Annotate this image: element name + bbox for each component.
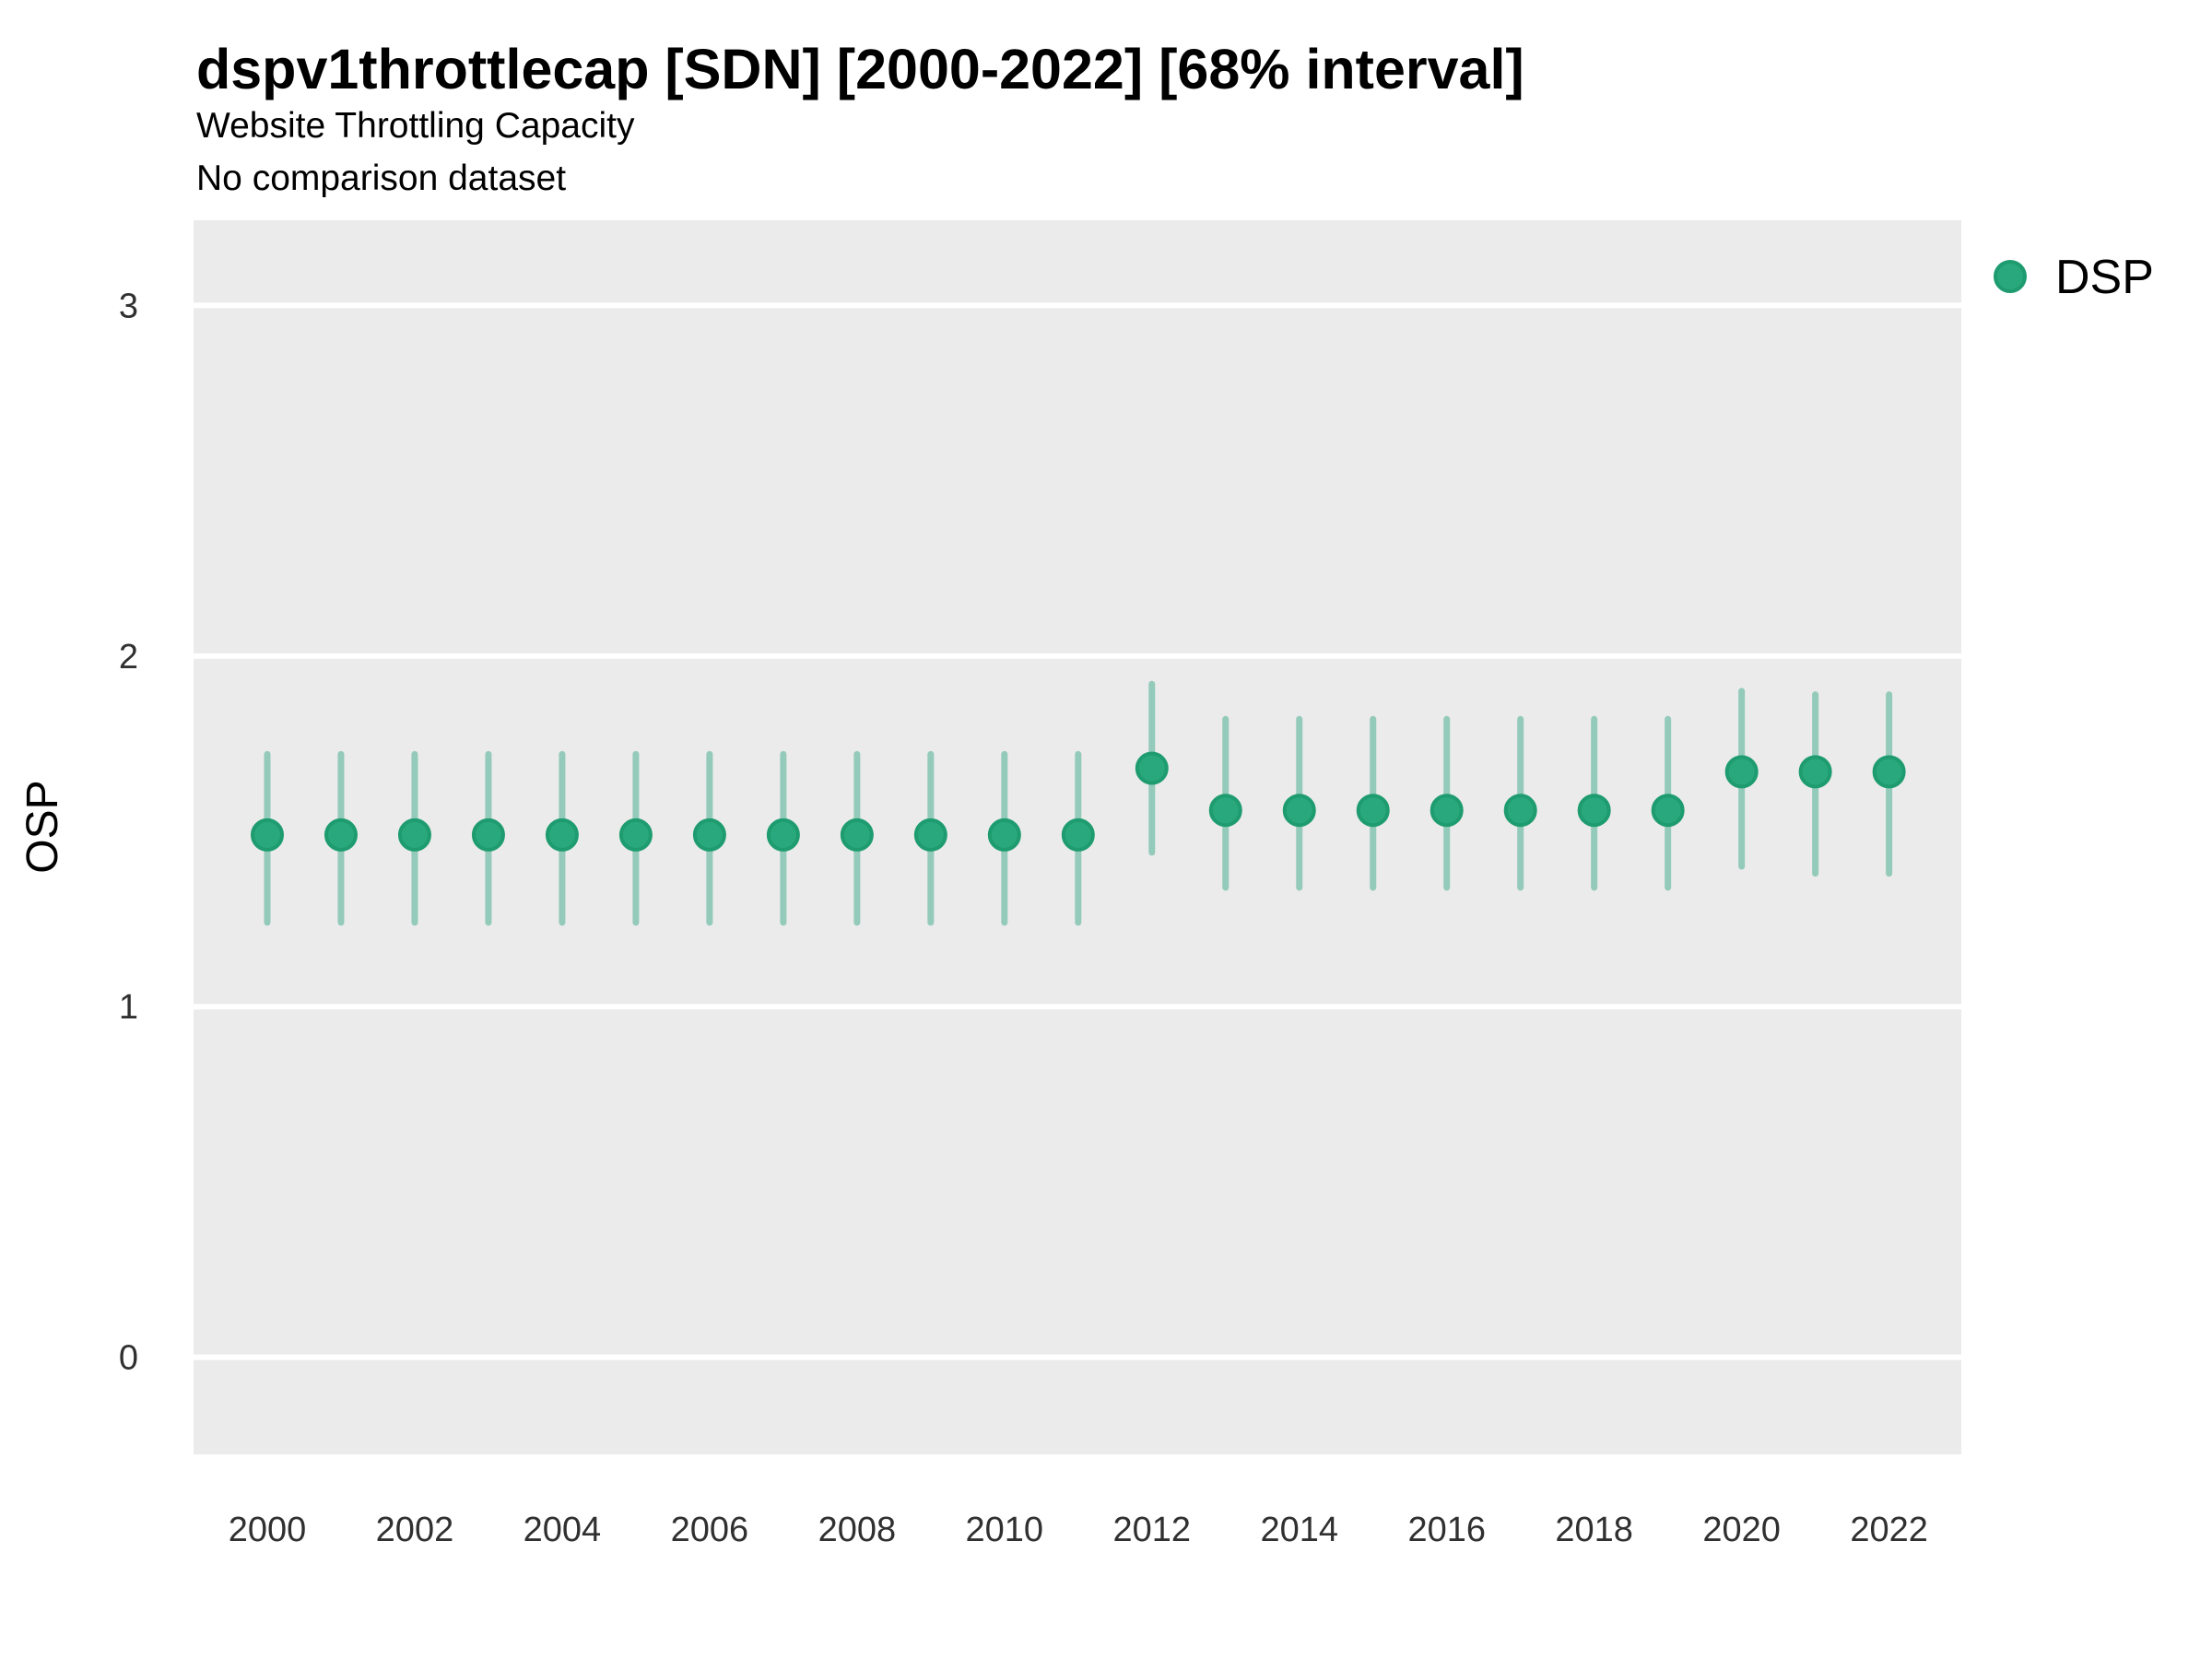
legend-label: DSP: [2055, 251, 2154, 304]
x-tick-label: 2020: [1702, 1511, 1781, 1549]
chart-caption: No comparison dataset: [196, 159, 566, 198]
x-tick-label: 2002: [376, 1511, 454, 1549]
data-point: [545, 818, 579, 852]
data-point: [1503, 794, 1537, 828]
x-tick-label: 2018: [1555, 1511, 1633, 1549]
y-tick-label: 1: [119, 988, 138, 1027]
data-point: [618, 818, 653, 852]
data-point: [1135, 751, 1169, 785]
data-point: [471, 818, 505, 852]
data-point: [1282, 794, 1316, 828]
chart-subtitle: Website Throttling Capacity: [196, 106, 635, 146]
data-point: [1061, 818, 1095, 852]
y-tick-label: 3: [119, 287, 138, 325]
x-tick-label: 2010: [966, 1511, 1044, 1549]
data-point: [1356, 794, 1390, 828]
x-tick-label: 2016: [1407, 1511, 1486, 1549]
data-series-layer: [250, 680, 1906, 926]
data-point: [987, 818, 1021, 852]
y-axis-title: OSP: [18, 780, 67, 873]
data-point: [397, 818, 431, 852]
data-point: [250, 818, 284, 852]
data-point: [324, 818, 358, 852]
legend-dot-icon: [1994, 260, 2027, 293]
y-tick-label: 2: [119, 638, 138, 677]
x-tick-label: 2008: [818, 1511, 897, 1549]
data-point: [1872, 755, 1906, 789]
x-tick-label: 2004: [524, 1511, 602, 1549]
x-tick-label: 2014: [1260, 1511, 1338, 1549]
data-point: [840, 818, 874, 852]
x-tick-label: 2012: [1113, 1511, 1192, 1549]
axis-tick-labels: 0 1 2 3 2000 2002 2004 2006 2008 2010 2012 2014 2016…: [119, 287, 1928, 1549]
data-point: [1798, 755, 1832, 789]
data-point: [1577, 794, 1611, 828]
x-tick-label: 2022: [1850, 1511, 1928, 1549]
x-tick-label: 2006: [671, 1511, 749, 1549]
data-point: [913, 818, 947, 852]
data-point: [692, 818, 726, 852]
data-point: [1651, 794, 1685, 828]
data-point: [1724, 755, 1759, 789]
data-point: [1208, 794, 1242, 828]
y-tick-label: 0: [119, 1339, 138, 1378]
data-point: [1430, 794, 1464, 828]
x-tick-label: 2000: [229, 1511, 307, 1549]
legend: DSP: [1994, 251, 2154, 304]
chart-title: dspv1throttlecap [SDN] [2000-2022] [68% …: [196, 38, 1524, 100]
data-point: [766, 818, 800, 852]
